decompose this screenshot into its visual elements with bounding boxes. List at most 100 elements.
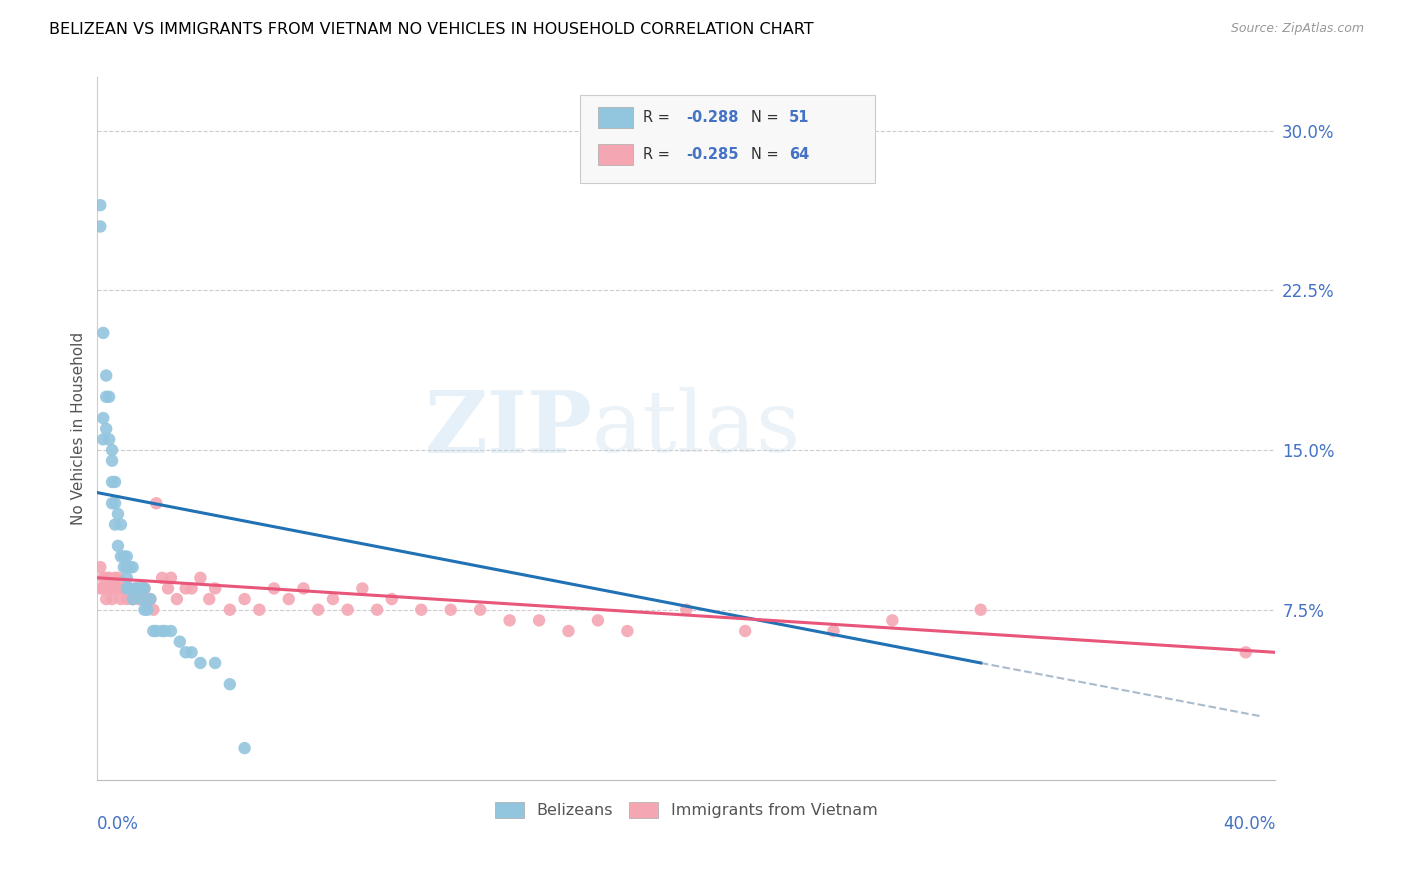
Text: N =: N = [751, 110, 783, 125]
Point [174, 582, 197, 596]
Text: -0.288: -0.288 [686, 110, 738, 125]
Point [96, 571, 118, 585]
Point [107, 571, 129, 585]
Point [322, 592, 344, 607]
Point [204, 656, 226, 670]
Point [218, 677, 240, 691]
Point [98, 433, 121, 447]
Point [145, 496, 167, 510]
Text: Source: ZipAtlas.com: Source: ZipAtlas.com [1230, 22, 1364, 36]
Y-axis label: No Vehicles in Household: No Vehicles in Household [72, 332, 86, 525]
Point [91, 433, 114, 447]
Point [970, 603, 993, 617]
Point [157, 582, 180, 596]
Text: R =: R = [643, 110, 675, 125]
Point [101, 592, 124, 607]
Point [292, 582, 315, 596]
Point [98, 571, 121, 585]
Point [142, 624, 165, 638]
Point [277, 592, 299, 607]
Point [169, 634, 191, 648]
Point [91, 326, 114, 340]
Text: 51: 51 [789, 110, 810, 125]
Point [91, 411, 114, 425]
Point [557, 624, 579, 638]
Point [160, 624, 183, 638]
Point [131, 582, 153, 596]
Bar [598, 145, 633, 165]
Point [145, 624, 167, 638]
Point [89, 219, 111, 234]
Point [96, 592, 118, 607]
Point [218, 603, 240, 617]
Point [115, 582, 138, 596]
Point [89, 198, 111, 212]
Point [468, 603, 491, 617]
Point [586, 613, 609, 627]
Text: BELIZEAN VS IMMIGRANTS FROM VIETNAM NO VEHICLES IN HOUSEHOLD CORRELATION CHART: BELIZEAN VS IMMIGRANTS FROM VIETNAM NO V… [49, 22, 814, 37]
Point [112, 560, 135, 574]
Point [115, 560, 138, 574]
Point [110, 549, 132, 564]
Point [616, 624, 638, 638]
Point [139, 592, 162, 607]
Point [101, 475, 124, 489]
Point [110, 592, 132, 607]
Point [233, 741, 256, 756]
Point [198, 592, 221, 607]
Point [101, 453, 124, 467]
Point [139, 592, 162, 607]
Point [263, 582, 285, 596]
Point [96, 422, 118, 436]
Point [134, 582, 156, 596]
Point [96, 390, 118, 404]
Point [174, 645, 197, 659]
Point [118, 560, 141, 574]
Text: 64: 64 [789, 147, 808, 162]
Point [136, 603, 159, 617]
Point [115, 571, 138, 585]
Text: N =: N = [751, 147, 783, 162]
Point [89, 582, 111, 596]
Point [115, 582, 138, 596]
Text: 0.0%: 0.0% [97, 815, 139, 833]
Point [336, 603, 359, 617]
Point [411, 603, 433, 617]
Point [124, 582, 146, 596]
Point [190, 571, 212, 585]
Point [107, 582, 129, 596]
Point [110, 582, 132, 596]
Point [153, 624, 176, 638]
Text: atlas: atlas [592, 387, 801, 470]
Point [440, 603, 463, 617]
Point [101, 496, 124, 510]
Legend: Belizeans, Immigrants from Vietnam: Belizeans, Immigrants from Vietnam [489, 796, 884, 825]
Point [150, 571, 173, 585]
Point [96, 368, 118, 383]
FancyBboxPatch shape [581, 95, 875, 183]
Point [124, 582, 146, 596]
Point [1234, 645, 1257, 659]
Point [118, 582, 141, 596]
Bar [598, 107, 633, 128]
Point [128, 582, 150, 596]
Point [498, 613, 520, 627]
Point [190, 656, 212, 670]
Point [381, 592, 404, 607]
Text: R =: R = [643, 147, 675, 162]
Point [112, 549, 135, 564]
Point [98, 390, 121, 404]
Point [104, 582, 127, 596]
Text: 40.0%: 40.0% [1223, 815, 1275, 833]
Point [134, 603, 156, 617]
Point [150, 624, 173, 638]
Point [734, 624, 756, 638]
Point [166, 592, 188, 607]
Text: ZIP: ZIP [425, 387, 592, 471]
Point [115, 592, 138, 607]
Point [115, 549, 138, 564]
Point [98, 582, 121, 596]
Point [121, 592, 143, 607]
Point [107, 507, 129, 521]
Point [131, 592, 153, 607]
